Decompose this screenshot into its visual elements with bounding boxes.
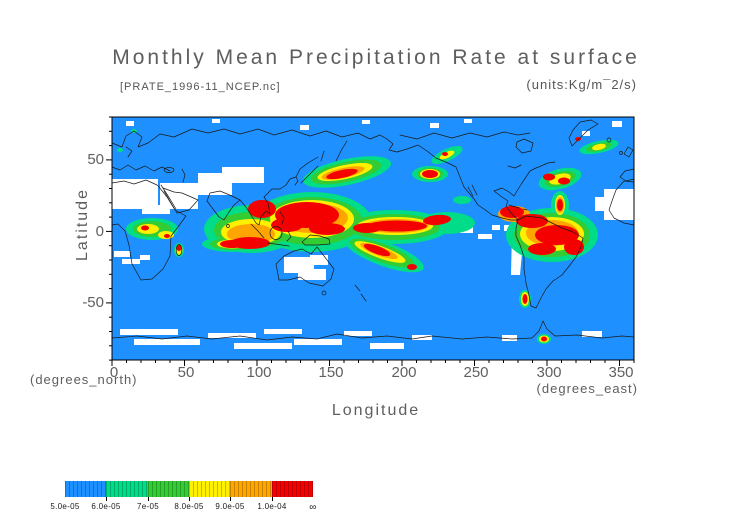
- y-axis-unit-label: (degrees_north): [30, 372, 138, 387]
- colorbar-segment: [65, 481, 107, 497]
- dry-white-cells: [112, 119, 634, 349]
- x-axis-unit-label: (degrees_east): [536, 381, 638, 396]
- x-tick-50: 50: [177, 364, 195, 381]
- colorbar-tick: [189, 497, 190, 501]
- plot-title: Monthly Mean Precipitation Rate at surfa…: [112, 46, 640, 69]
- x-tick-300: 300: [536, 364, 562, 381]
- colorbar-label: 9.0e-05: [215, 502, 245, 511]
- x-tick-0: 0: [109, 364, 119, 381]
- x-tick-250: 250: [463, 364, 489, 381]
- colorbar-tick: [272, 497, 273, 501]
- colorbar-tick: [148, 497, 149, 501]
- colorbar-label: 1.0e-04: [257, 502, 287, 511]
- x-tick-150: 150: [318, 364, 344, 381]
- colorbar-label: 5.0e-05: [50, 502, 80, 511]
- x-axis-title: Longitude: [331, 402, 421, 419]
- colorbar-tick: [230, 497, 231, 501]
- x-tick-350: 350: [608, 364, 634, 381]
- colorbar-tick: [106, 497, 107, 501]
- colorbar-segment: [106, 481, 148, 497]
- y-axis-ticks: [106, 116, 112, 361]
- colorbar-segment: [188, 481, 231, 497]
- y-tick-50: 50: [87, 151, 104, 168]
- coastlines: [111, 119, 635, 341]
- colorbar-segment: [271, 481, 314, 497]
- y-tick-0: 0: [95, 223, 104, 240]
- precip-level-above-1e-04: [141, 137, 584, 342]
- colorbar-label: 6.0e-05: [91, 502, 121, 511]
- colorbar-label: 7e-05: [137, 502, 159, 511]
- colorbar-label-infinity: ∞: [309, 502, 317, 513]
- x-tick-200: 200: [391, 364, 417, 381]
- colorbar-segment: [230, 481, 272, 497]
- x-tick-100: 100: [246, 364, 272, 381]
- units-label: (units:Kg/m¯2/s): [526, 77, 637, 92]
- colorbar-segment: [147, 481, 190, 497]
- dataset-filename-label: [PRATE_1996-11_NCEP.nc]: [120, 81, 281, 93]
- x-axis-ticks: [111, 360, 635, 366]
- colorbar: [65, 481, 314, 497]
- y-tick-neg50: -50: [82, 294, 104, 311]
- y-axis-title: Latitude: [74, 188, 91, 261]
- colorbar-label: 8.0e-05: [174, 502, 204, 511]
- map-plot: [106, 116, 635, 366]
